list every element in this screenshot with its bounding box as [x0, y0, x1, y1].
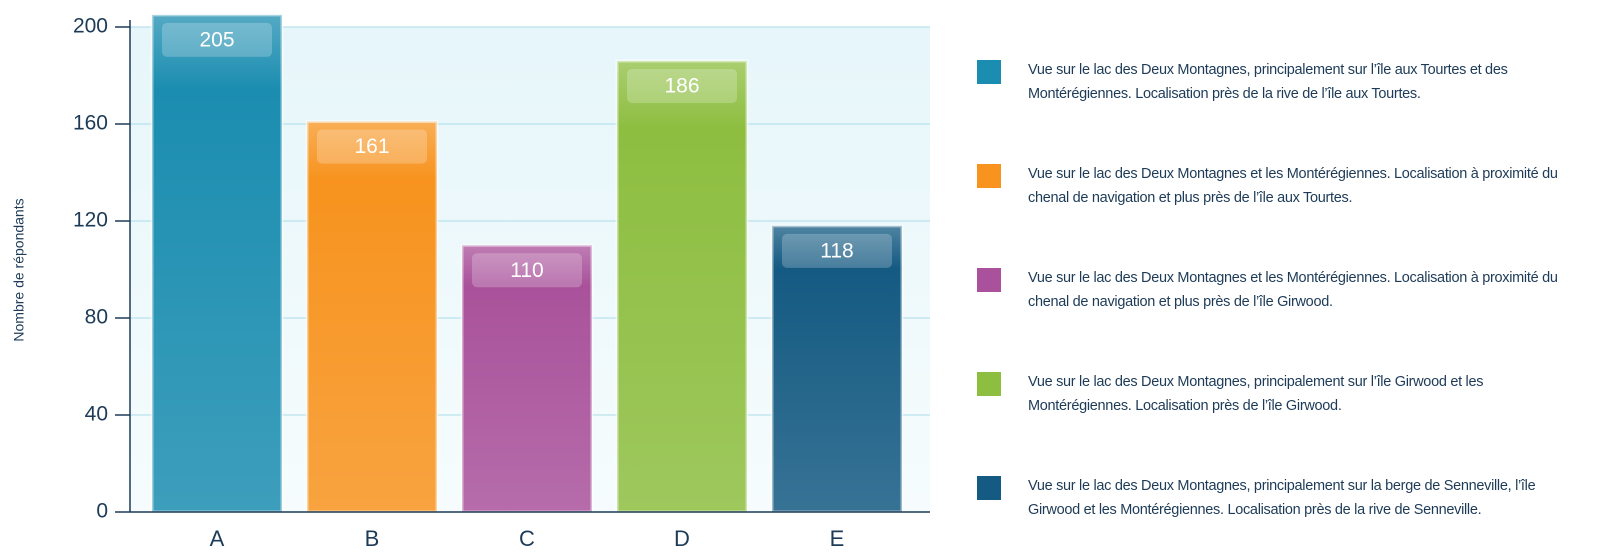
x-tick-label: B [365, 526, 380, 551]
x-tick-label: C [519, 526, 535, 551]
y-tick-label: 80 [85, 306, 108, 329]
value-label-bg [317, 129, 427, 164]
x-tick-label: A [210, 526, 225, 551]
x-tick-label: D [674, 526, 690, 551]
legend-swatch [977, 268, 1001, 292]
legend-entry: Vue sur le lac des Deux Montagnes, princ… [977, 370, 1597, 418]
legend-entry: Vue sur le lac des Deux Montagnes et les… [977, 162, 1597, 210]
value-label: 186 [664, 74, 699, 97]
legend-swatch [977, 476, 1001, 500]
value-label: 118 [820, 239, 853, 262]
value-label: 161 [354, 135, 389, 158]
legend-swatch [977, 60, 1001, 84]
legend-label: Vue sur le lac des Deux Montagnes, princ… [1028, 478, 1536, 518]
legend-label: Vue sur le lac des Deux Montagnes et les… [1028, 270, 1558, 310]
y-axis-label: Nombre de répondants [11, 198, 27, 341]
legend-swatch [977, 372, 1001, 396]
bar-shine [617, 60, 747, 512]
bar-shine [462, 245, 592, 512]
y-tick-label: 160 [73, 112, 108, 135]
chart: Nombre de répondants 0 40 80 120 160 200 205 A 1… [11, 13, 930, 551]
legend-label: Vue sur le lac des Deux Montagnes et les… [1028, 166, 1558, 206]
y-tick-label: 40 [85, 403, 108, 426]
value-label-bg [782, 233, 892, 268]
bar-shine [152, 14, 282, 512]
y-tick-label: 120 [73, 209, 108, 232]
value-label: 110 [510, 259, 543, 282]
legend-label: Vue sur le lac des Deux Montagnes, princ… [1028, 374, 1484, 414]
legend-swatch [977, 164, 1001, 188]
legend-entry: Vue sur le lac des Deux Montagnes, princ… [977, 474, 1597, 522]
bar-shine [307, 121, 437, 512]
legend-label: Vue sur le lac des Deux Montagnes, princ… [1028, 62, 1508, 102]
x-tick-label: E [830, 526, 845, 551]
y-tick-label: 200 [73, 15, 108, 38]
bar-shine [772, 225, 902, 512]
value-label-bg [162, 22, 272, 57]
legend-entry: Vue sur le lac des Deux Montagnes, princ… [977, 58, 1597, 106]
value-label-bg [472, 253, 582, 288]
y-tick-label: 0 [96, 500, 108, 523]
value-label: 205 [199, 28, 234, 51]
value-label-bg [627, 68, 737, 103]
legend-entry: Vue sur le lac des Deux Montagnes et les… [977, 266, 1597, 314]
